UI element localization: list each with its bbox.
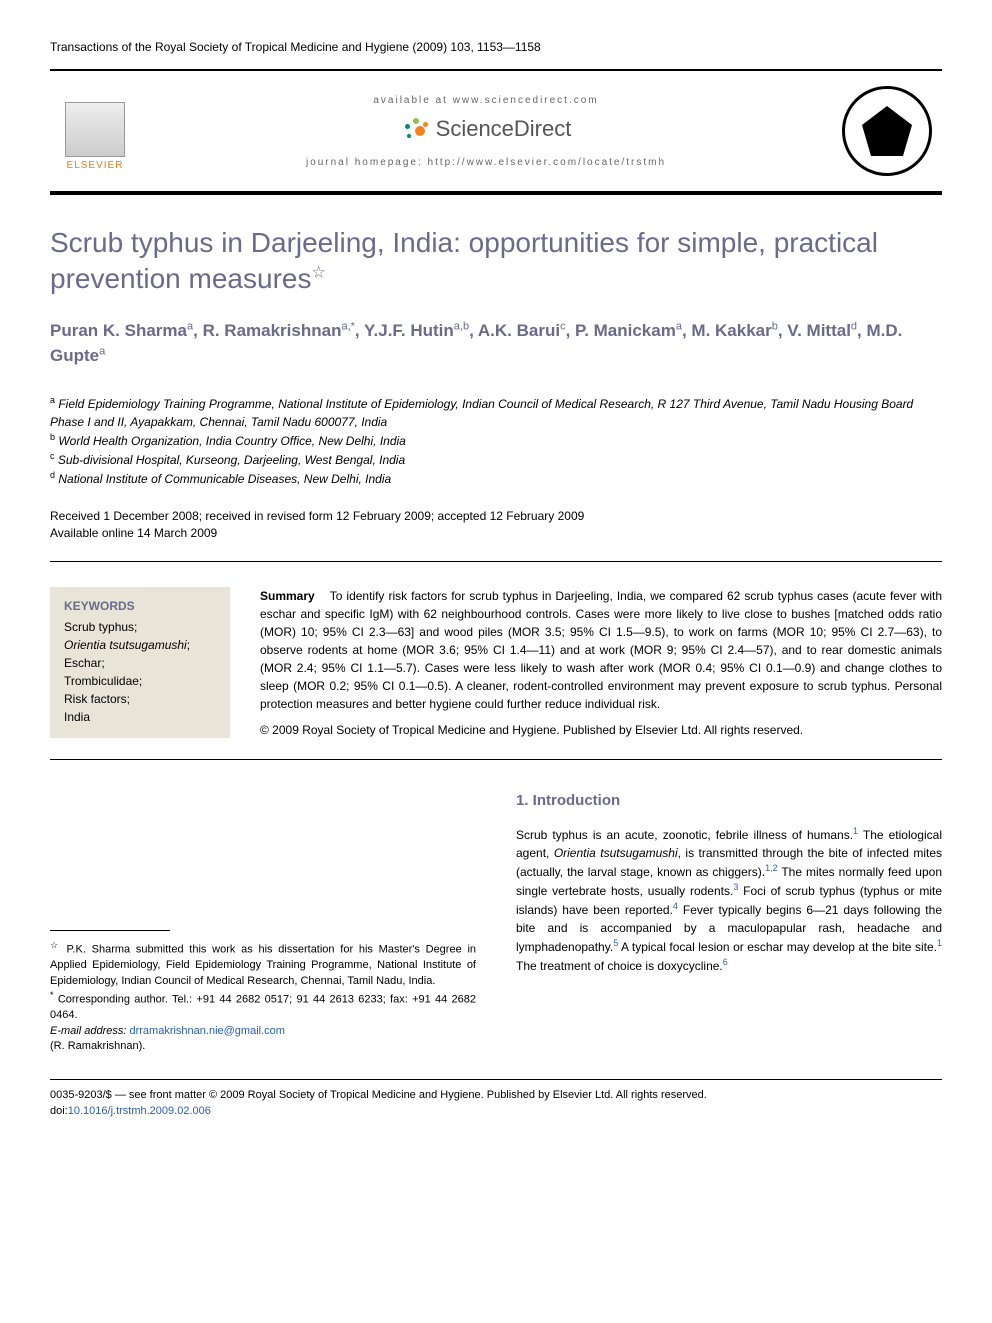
body-columns: ☆ P.K. Sharma submitted this work as his… bbox=[50, 790, 942, 1054]
summary-text: SummaryTo identify risk factors for scru… bbox=[260, 587, 942, 739]
elsevier-tree-icon bbox=[65, 102, 125, 157]
journal-homepage-url: journal homepage: http://www.elsevier.co… bbox=[130, 157, 842, 168]
summary-copyright: © 2009 Royal Society of Tropical Medicin… bbox=[260, 721, 942, 739]
title-footnote-star: ☆ bbox=[311, 265, 325, 282]
star-footnote: ☆ P.K. Sharma submitted this work as his… bbox=[50, 939, 476, 989]
author-list: Puran K. Sharmaa, R. Ramakrishnana,*, Y.… bbox=[50, 318, 942, 369]
online-date: Available online 14 March 2009 bbox=[50, 525, 942, 542]
summary-body: To identify risk factors for scrub typhu… bbox=[260, 589, 942, 711]
footnotes: ☆ P.K. Sharma submitted this work as his… bbox=[50, 939, 476, 1054]
journal-citation: Transactions of the Royal Society of Tro… bbox=[50, 40, 942, 54]
email-attribution: (R. Ramakrishnan). bbox=[50, 1039, 476, 1054]
intro-heading: 1. Introduction bbox=[516, 790, 942, 813]
right-column: 1. Introduction Scrub typhus is an acute… bbox=[516, 790, 942, 1054]
affiliations-list: a Field Epidemiology Training Programme,… bbox=[50, 394, 942, 488]
doi-link[interactable]: 10.1016/j.trstmh.2009.02.006 bbox=[68, 1105, 211, 1117]
article-dates: Received 1 December 2008; received in re… bbox=[50, 508, 942, 563]
society-logo bbox=[842, 86, 932, 176]
intro-text: Scrub typhus is an acute, zoonotic, febr… bbox=[516, 825, 942, 975]
summary-label: Summary bbox=[260, 589, 315, 603]
keywords-list: Scrub typhus;Orientia tsutsugamushi;Esch… bbox=[64, 618, 216, 726]
page-footer: 0035-9203/$ — see front matter © 2009 Ro… bbox=[50, 1079, 942, 1119]
available-at-text: available at www.sciencedirect.com bbox=[130, 95, 842, 106]
received-date: Received 1 December 2008; received in re… bbox=[50, 508, 942, 525]
article-title: Scrub typhus in Darjeeling, India: oppor… bbox=[50, 225, 942, 298]
publisher-header: ELSEVIER available at www.sciencedirect.… bbox=[50, 69, 942, 195]
email-footnote: E-mail address: drramakrishnan.nie@gmail… bbox=[50, 1024, 476, 1039]
footer-copyright: 0035-9203/$ — see front matter © 2009 Ro… bbox=[50, 1088, 942, 1103]
mosquito-icon bbox=[862, 106, 912, 156]
keywords-box: KEYWORDS Scrub typhus;Orientia tsutsugam… bbox=[50, 587, 230, 738]
sciencedirect-logo: ScienceDirect bbox=[401, 116, 572, 142]
elsevier-label: ELSEVIER bbox=[67, 160, 124, 171]
email-link[interactable]: drramakrishnan.nie@gmail.com bbox=[129, 1025, 284, 1037]
keywords-heading: KEYWORDS bbox=[64, 599, 216, 613]
footer-doi: doi:10.1016/j.trstmh.2009.02.006 bbox=[50, 1104, 942, 1119]
sciencedirect-dots-icon bbox=[401, 116, 431, 141]
footnote-separator bbox=[50, 930, 170, 931]
corresponding-footnote: * Corresponding author. Tel.: +91 44 268… bbox=[50, 989, 476, 1023]
elsevier-logo: ELSEVIER bbox=[60, 91, 130, 171]
left-column: ☆ P.K. Sharma submitted this work as his… bbox=[50, 790, 476, 1054]
sciencedirect-text: ScienceDirect bbox=[436, 116, 572, 142]
abstract-section: KEYWORDS Scrub typhus;Orientia tsutsugam… bbox=[50, 587, 942, 760]
